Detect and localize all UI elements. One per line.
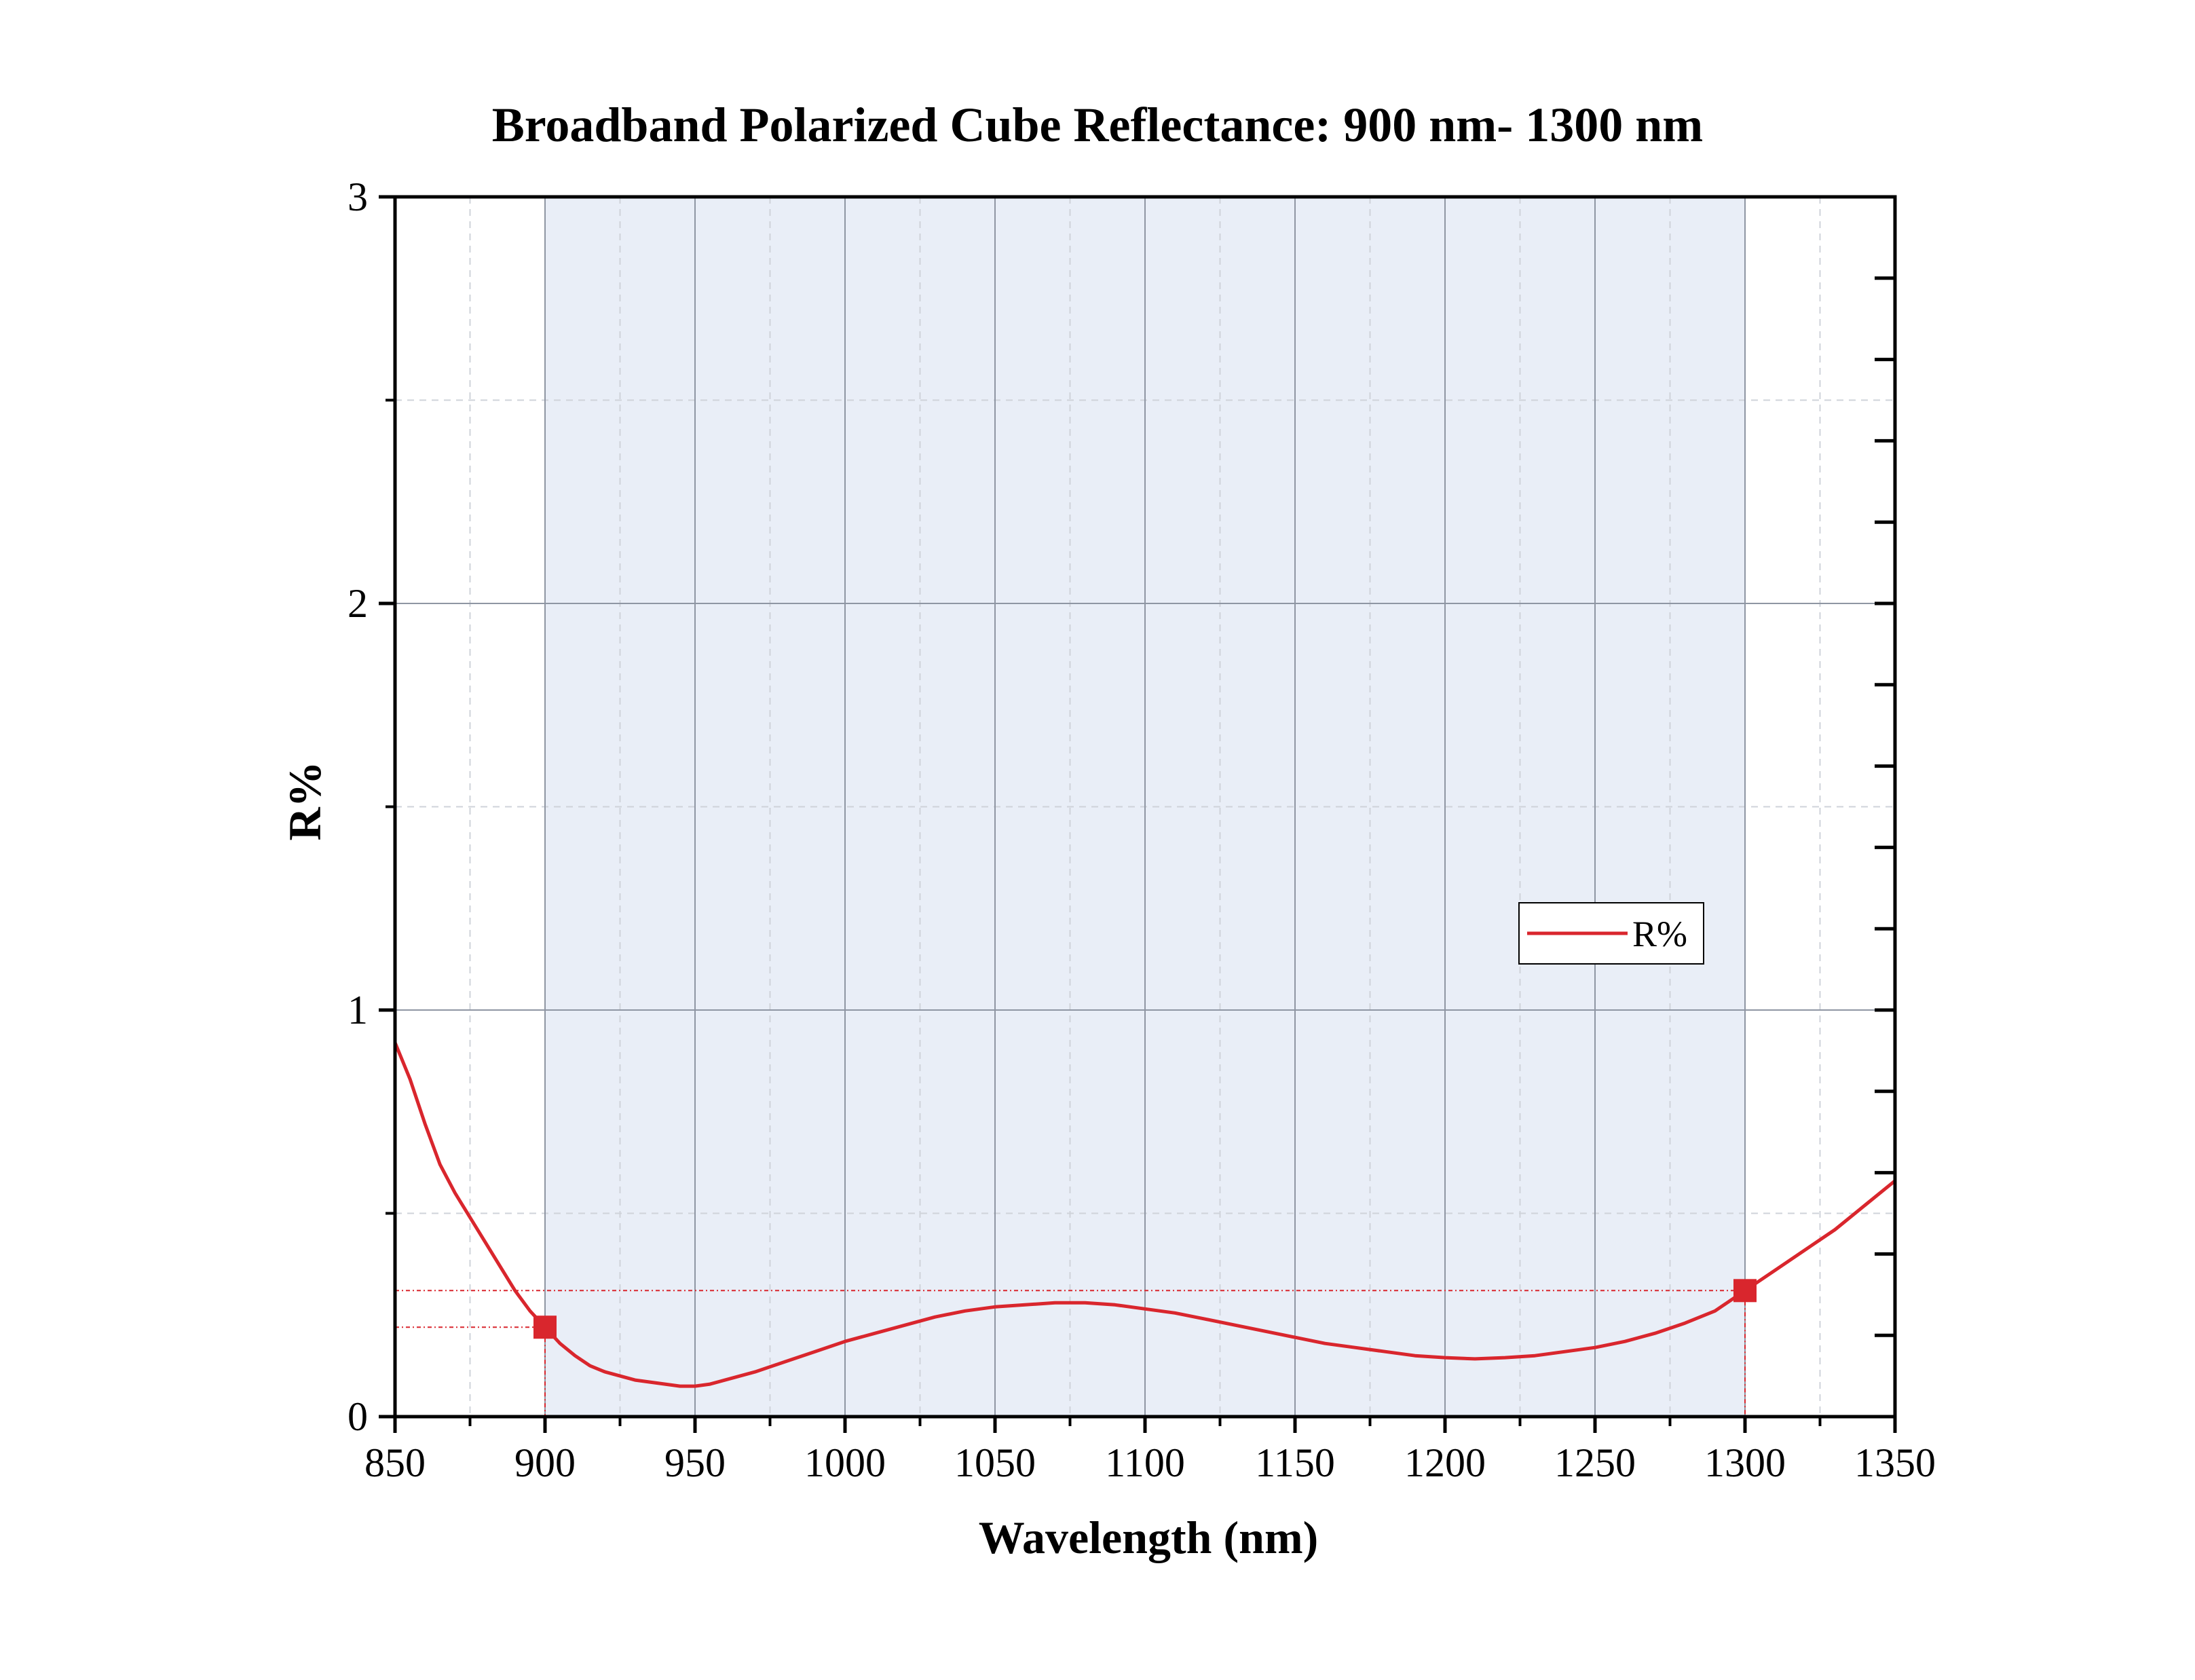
y-tick-label: 1 xyxy=(348,988,368,1032)
x-tick-label: 950 xyxy=(664,1440,726,1485)
x-tick-label: 1150 xyxy=(1255,1440,1335,1485)
x-tick-labels: 850 900 950 1000 1050 1100 1150 1200 1250 1300 135… xyxy=(364,1440,1936,1485)
y-tick-label: 2 xyxy=(348,581,368,626)
axis-ticks xyxy=(379,195,1897,1433)
x-tick-label: 850 xyxy=(364,1440,426,1485)
x-tick-label: 1300 xyxy=(1704,1440,1786,1485)
x-tick-label: 1000 xyxy=(804,1440,886,1485)
y-tick-labels: 0 1 2 3 xyxy=(348,174,368,1439)
x-tick-label: 1350 xyxy=(1854,1440,1936,1485)
y-tick-label: 3 xyxy=(348,174,368,219)
y-tick-label: 0 xyxy=(348,1394,368,1439)
x-tick-label: 1200 xyxy=(1404,1440,1486,1485)
data-markers xyxy=(533,1279,1757,1339)
legend: R% xyxy=(1518,902,1704,965)
y-axis-label: R% xyxy=(279,761,331,840)
minor-gridlines xyxy=(395,197,1895,1417)
x-tick-label: 1250 xyxy=(1554,1440,1636,1485)
data-marker xyxy=(533,1315,557,1339)
x-tick-label: 1100 xyxy=(1105,1440,1185,1485)
x-axis-label: Wavelength (nm) xyxy=(979,1512,1319,1563)
marker-guidelines xyxy=(395,1290,1746,1417)
chart-title: Broadband Polarized Cube Reflectance: 90… xyxy=(492,98,1704,152)
x-tick-label: 1050 xyxy=(954,1440,1036,1485)
data-marker xyxy=(1733,1279,1757,1303)
major-gridlines xyxy=(395,197,1895,1417)
x-tick-label: 900 xyxy=(514,1440,576,1485)
legend-label: R% xyxy=(1632,914,1687,954)
